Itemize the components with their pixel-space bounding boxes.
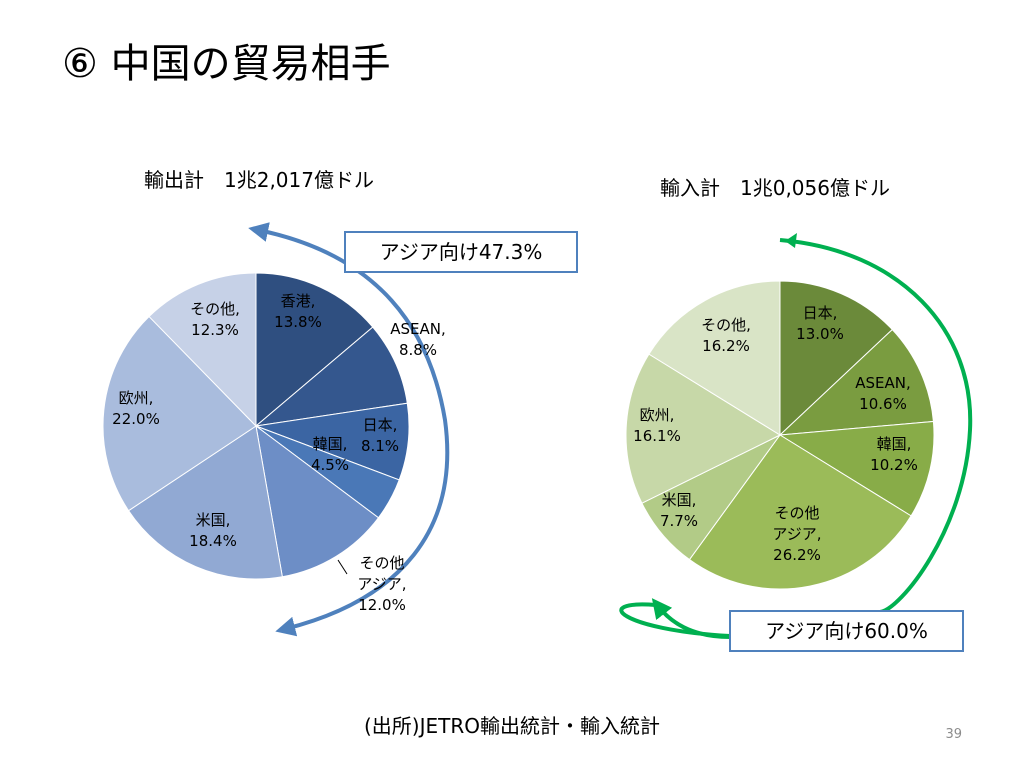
export-chart-title: 輸出計 1兆2,017億ドル xyxy=(144,168,374,192)
import-slice-0 xyxy=(779,280,893,437)
import-slice-1 xyxy=(778,328,934,436)
export-slice-label-5: 米国, 18.4% xyxy=(189,511,237,550)
import-slice-label-4: 米国, 7.7% xyxy=(660,491,698,530)
export-slice-label-6: 欧州, 22.0% xyxy=(112,389,160,428)
import-chart-title: 輸入計 1兆0,056億ドル xyxy=(660,176,890,200)
import-slice-3 xyxy=(688,434,912,590)
import-slice-2 xyxy=(778,420,935,517)
import-slice-label-0: 日本, 13.0% xyxy=(796,304,844,343)
import-slice-label-5: 欧州, 16.1% xyxy=(633,406,681,445)
import-slice-6 xyxy=(648,280,781,436)
export-slice-label-2: 日本, 8.1% xyxy=(361,416,399,455)
import-slice-label-2: 韓国, 10.2% xyxy=(870,435,918,474)
slide-title: ⑥ 中国の貿易相手 xyxy=(62,41,391,87)
leader-line xyxy=(337,559,348,575)
import-slice-label-1: ASEAN, 10.6% xyxy=(855,374,911,413)
import-asia-arrow-head-top xyxy=(785,233,797,248)
export-slice-label-7: その他, 12.3% xyxy=(190,300,240,339)
page-number: 39 xyxy=(945,727,962,742)
export-slice-label-4: その他アジア, 12.0% xyxy=(357,554,406,614)
import-slice-label-6: その他, 16.2% xyxy=(701,316,751,355)
export-asia-callout: アジア向け47.3% xyxy=(344,231,578,273)
import-slice-5 xyxy=(625,353,782,504)
export-slice-label-1: ASEAN, 8.8% xyxy=(390,320,446,359)
export-slice-6 xyxy=(102,315,257,512)
export-slice-label-0: 香港, 13.8% xyxy=(274,292,322,331)
import-slice-label-3: その他アジア, 26.2% xyxy=(772,504,821,564)
source-note: (出所)JETRO輸出統計・輸入統計 xyxy=(364,714,660,738)
import-asia-arrow-bottom xyxy=(651,598,731,639)
import-asia-callout: アジア向け60.0% xyxy=(729,610,964,652)
export-slice-label-3: 韓国, 4.5% xyxy=(311,435,349,474)
